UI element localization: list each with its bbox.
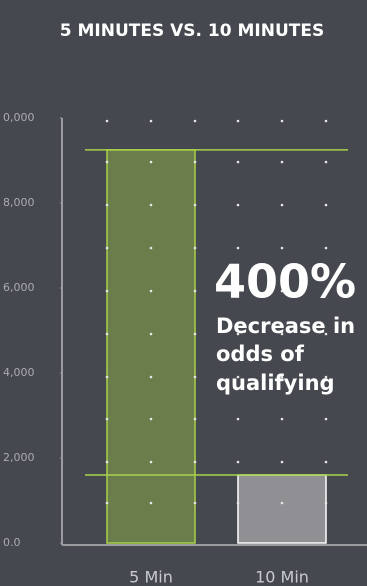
grid-dot xyxy=(324,160,328,164)
grid-dot xyxy=(280,332,284,336)
grid-dot xyxy=(193,119,197,123)
grid-dot xyxy=(324,375,328,379)
grid-dot xyxy=(236,160,240,164)
grid-dot xyxy=(324,246,328,250)
grid-dot xyxy=(324,501,328,505)
grid-dot xyxy=(193,246,197,250)
annotation-big: 400% xyxy=(214,255,356,309)
grid-dot xyxy=(236,119,240,123)
grid-dot xyxy=(193,160,197,164)
grid-dot xyxy=(280,501,284,505)
annotation-text: odds of xyxy=(216,342,305,366)
chart-title: 5 MINUTES VS. 10 MINUTES xyxy=(60,21,324,41)
grid-dot xyxy=(149,417,153,421)
grid-dot xyxy=(149,119,153,123)
y-tick-label: 8,000 xyxy=(3,196,35,209)
grid-dot xyxy=(280,160,284,164)
grid-dot xyxy=(280,289,284,293)
grid-dot xyxy=(236,332,240,336)
x-tick-label: 5 Min xyxy=(129,568,173,586)
grid-dot xyxy=(236,417,240,421)
grid-dot xyxy=(236,501,240,505)
grid-dot xyxy=(149,332,153,336)
annotation-text: Decrease in xyxy=(216,314,355,338)
grid-dot xyxy=(105,203,109,207)
grid-dot xyxy=(149,246,153,250)
y-tick-label: 4,000 xyxy=(3,366,35,379)
grid-dot xyxy=(324,460,328,464)
grid-dot xyxy=(236,375,240,379)
grid-dot xyxy=(193,375,197,379)
grid-dot xyxy=(193,203,197,207)
grid-dot xyxy=(280,203,284,207)
grid-dot xyxy=(324,289,328,293)
grid-dot xyxy=(105,119,109,123)
grid-dot xyxy=(193,417,197,421)
grid-dot xyxy=(105,289,109,293)
grid-dot xyxy=(324,332,328,336)
grid-dot xyxy=(280,119,284,123)
y-tick-label: 6,000 xyxy=(3,281,35,294)
annotation-text: qualifying xyxy=(216,371,335,395)
grid-dot xyxy=(149,375,153,379)
grid-dot xyxy=(324,203,328,207)
grid-dot xyxy=(149,203,153,207)
grid-dot xyxy=(193,332,197,336)
bar xyxy=(237,474,327,544)
grid-dot xyxy=(193,460,197,464)
x-tick-label: 10 Min xyxy=(255,568,309,586)
grid-dot xyxy=(324,119,328,123)
grid-dot xyxy=(236,460,240,464)
grid-dot xyxy=(105,332,109,336)
grid-dot xyxy=(280,375,284,379)
grid-dot xyxy=(149,160,153,164)
grid-dot xyxy=(105,160,109,164)
grid-dot xyxy=(193,501,197,505)
grid-dot xyxy=(105,417,109,421)
bar xyxy=(106,149,196,544)
grid-dot xyxy=(149,501,153,505)
grid-dot xyxy=(105,501,109,505)
grid-dot xyxy=(280,246,284,250)
grid-dot xyxy=(105,375,109,379)
grid-dot xyxy=(280,460,284,464)
y-tick-label: 0.0 xyxy=(3,536,21,549)
grid-dot xyxy=(236,246,240,250)
grid-dot xyxy=(193,289,197,293)
y-tick-label: 0,000 xyxy=(3,111,35,124)
grid-dot xyxy=(280,417,284,421)
grid-dot xyxy=(236,203,240,207)
grid-dot xyxy=(236,289,240,293)
grid-dot xyxy=(105,246,109,250)
grid-dot xyxy=(105,460,109,464)
grid-dot xyxy=(324,417,328,421)
y-tick-label: 2,000 xyxy=(3,451,35,464)
grid-dot xyxy=(149,289,153,293)
grid-dot xyxy=(149,460,153,464)
